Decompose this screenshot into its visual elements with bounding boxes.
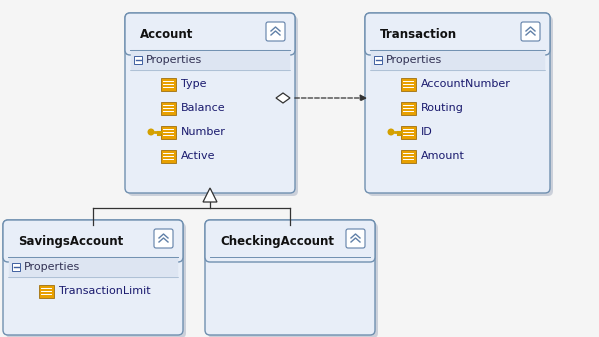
Text: Active: Active	[181, 151, 216, 161]
Text: SavingsAccount: SavingsAccount	[18, 235, 123, 247]
FancyBboxPatch shape	[125, 13, 295, 193]
FancyBboxPatch shape	[154, 229, 173, 248]
FancyBboxPatch shape	[3, 220, 183, 262]
FancyBboxPatch shape	[12, 263, 20, 271]
FancyBboxPatch shape	[368, 16, 553, 196]
Text: Amount: Amount	[421, 151, 465, 161]
FancyBboxPatch shape	[161, 101, 176, 115]
Text: Type: Type	[181, 79, 207, 89]
FancyBboxPatch shape	[365, 13, 550, 55]
FancyBboxPatch shape	[6, 223, 186, 337]
Polygon shape	[276, 93, 290, 103]
FancyBboxPatch shape	[401, 150, 416, 162]
Text: Properties: Properties	[24, 262, 80, 272]
FancyBboxPatch shape	[374, 56, 382, 64]
Text: AccountNumber: AccountNumber	[421, 79, 511, 89]
FancyBboxPatch shape	[161, 78, 176, 91]
FancyBboxPatch shape	[365, 13, 550, 193]
FancyBboxPatch shape	[346, 229, 365, 248]
Circle shape	[147, 128, 155, 135]
Text: Balance: Balance	[181, 103, 226, 113]
Circle shape	[388, 128, 395, 135]
FancyBboxPatch shape	[3, 220, 183, 335]
Text: Routing: Routing	[421, 103, 464, 113]
Text: TransactionLimit: TransactionLimit	[59, 286, 150, 296]
Text: Properties: Properties	[386, 55, 442, 65]
Text: Properties: Properties	[146, 55, 202, 65]
FancyBboxPatch shape	[521, 22, 540, 41]
Text: Account: Account	[140, 28, 193, 40]
FancyBboxPatch shape	[266, 22, 285, 41]
Text: Transaction: Transaction	[380, 28, 457, 40]
FancyBboxPatch shape	[161, 150, 176, 162]
FancyBboxPatch shape	[161, 125, 176, 139]
Text: Number: Number	[181, 127, 226, 137]
Polygon shape	[203, 188, 217, 202]
FancyBboxPatch shape	[208, 223, 378, 337]
FancyBboxPatch shape	[125, 13, 295, 55]
FancyBboxPatch shape	[128, 16, 298, 196]
FancyBboxPatch shape	[205, 220, 375, 262]
FancyBboxPatch shape	[401, 125, 416, 139]
FancyBboxPatch shape	[401, 101, 416, 115]
FancyBboxPatch shape	[38, 284, 53, 298]
Text: ID: ID	[421, 127, 432, 137]
FancyBboxPatch shape	[205, 220, 375, 335]
FancyBboxPatch shape	[134, 56, 143, 64]
FancyBboxPatch shape	[401, 78, 416, 91]
Text: CheckingAccount: CheckingAccount	[220, 235, 334, 247]
